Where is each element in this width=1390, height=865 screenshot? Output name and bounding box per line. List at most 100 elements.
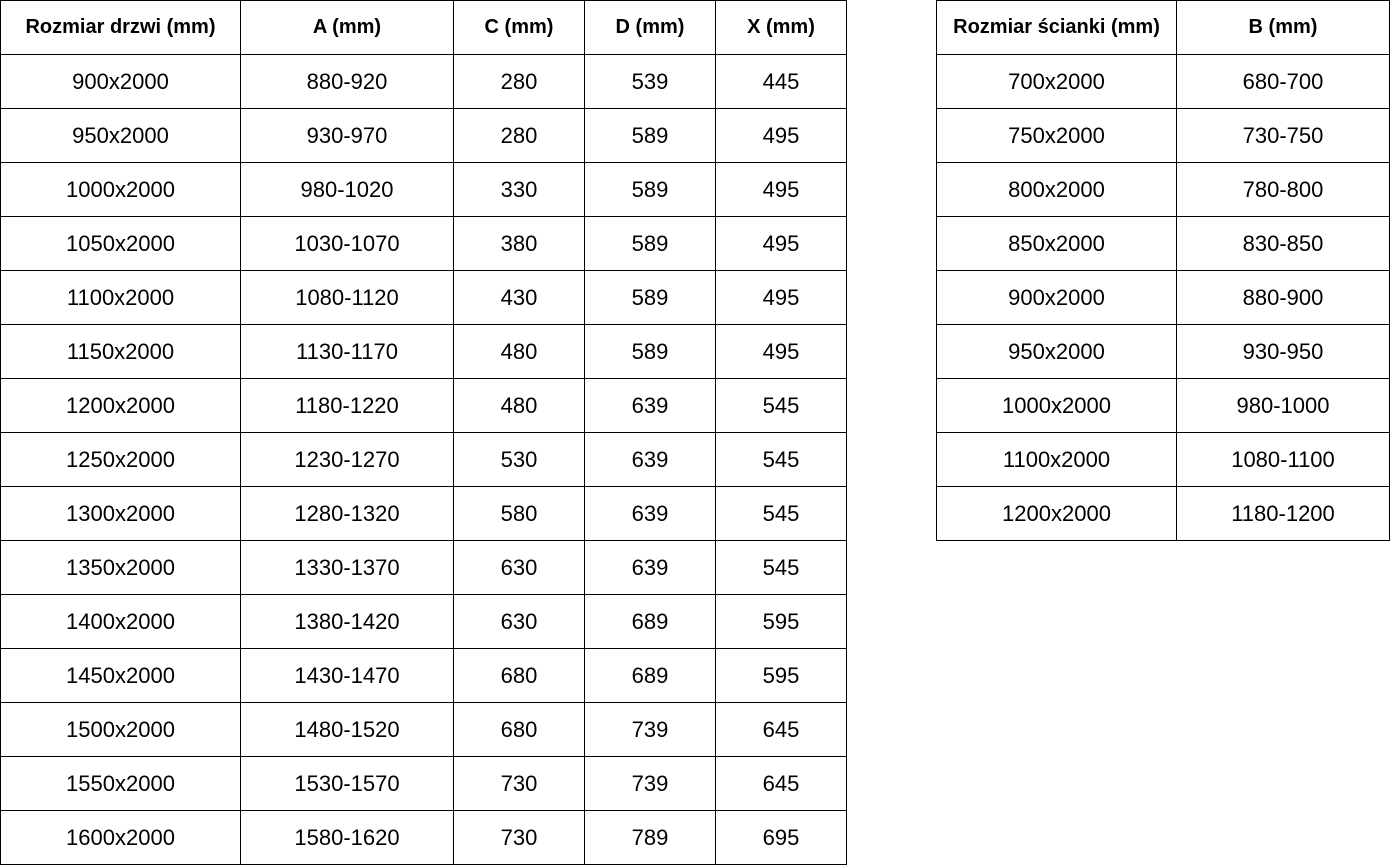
table-cell: 1380-1420	[240, 594, 454, 649]
table-cell: 950x2000	[0, 108, 241, 163]
table-cell: 680	[453, 702, 585, 757]
table-cell: 789	[584, 810, 716, 865]
table-cell: 1000x2000	[936, 378, 1177, 433]
table-cell: 680	[453, 648, 585, 703]
table-cell: 1180-1220	[240, 378, 454, 433]
table-row: 1000x2000 980-1020 330 589 495	[0, 162, 847, 217]
table-cell: 1080-1120	[240, 270, 454, 325]
column-header: Rozmiar ścianki (mm)	[936, 0, 1177, 55]
table-row: 1100x2000 1080-1100	[936, 432, 1390, 487]
table-cell: 1200x2000	[0, 378, 241, 433]
table-cell: 880-900	[1176, 270, 1390, 325]
table-cell: 1330-1370	[240, 540, 454, 595]
table-cell: 530	[453, 432, 585, 487]
table-cell: 639	[584, 378, 716, 433]
column-header: D (mm)	[584, 0, 716, 55]
header-row: Rozmiar drzwi (mm) A (mm) C (mm) D (mm) X (m…	[0, 0, 847, 55]
table-cell: 980-1020	[240, 162, 454, 217]
table-cell: 595	[715, 594, 847, 649]
table-cell: 545	[715, 486, 847, 541]
table-cell: 645	[715, 702, 847, 757]
table-cell: 730	[453, 810, 585, 865]
table-cell: 880-920	[240, 54, 454, 109]
column-header: C (mm)	[453, 0, 585, 55]
table-row: 1050x2000 1030-1070 380 589 495	[0, 216, 847, 271]
table-cell: 430	[453, 270, 585, 325]
table-cell: 1030-1070	[240, 216, 454, 271]
table-cell: 930-950	[1176, 324, 1390, 379]
table-cell: 739	[584, 756, 716, 811]
table-cell: 1280-1320	[240, 486, 454, 541]
table-cell: 589	[584, 162, 716, 217]
table-cell: 900x2000	[936, 270, 1177, 325]
table-cell: 1530-1570	[240, 756, 454, 811]
table-cell: 1100x2000	[936, 432, 1177, 487]
table-cell: 1200x2000	[936, 486, 1177, 541]
table-cell: 1230-1270	[240, 432, 454, 487]
table-cell: 495	[715, 216, 847, 271]
door-size-table: Rozmiar drzwi (mm) A (mm) C (mm) D (mm) X (m…	[0, 0, 847, 865]
table-cell: 739	[584, 702, 716, 757]
table-row: 1500x2000 1480-1520 680 739 645	[0, 702, 847, 757]
table-cell: 589	[584, 108, 716, 163]
table-cell: 800x2000	[936, 162, 1177, 217]
table-cell: 900x2000	[0, 54, 241, 109]
table-cell: 1050x2000	[0, 216, 241, 271]
table-cell: 1000x2000	[0, 162, 241, 217]
header-row: Rozmiar ścianki (mm) B (mm)	[936, 0, 1390, 55]
table-cell: 495	[715, 324, 847, 379]
table-cell: 930-970	[240, 108, 454, 163]
table-row: 1400x2000 1380-1420 630 689 595	[0, 594, 847, 649]
table-row: 850x2000 830-850	[936, 216, 1390, 271]
table-cell: 1500x2000	[0, 702, 241, 757]
table-row: 700x2000 680-700	[936, 54, 1390, 109]
table-cell: 1430-1470	[240, 648, 454, 703]
table-row: 1100x2000 1080-1120 430 589 495	[0, 270, 847, 325]
table-cell: 539	[584, 54, 716, 109]
table-cell: 545	[715, 540, 847, 595]
table-cell: 1550x2000	[0, 756, 241, 811]
table-row: 1550x2000 1530-1570 730 739 645	[0, 756, 847, 811]
table-row: 1200x2000 1180-1200	[936, 486, 1390, 541]
table-cell: 780-800	[1176, 162, 1390, 217]
table-cell: 639	[584, 486, 716, 541]
table-row: 1350x2000 1330-1370 630 639 545	[0, 540, 847, 595]
table-row: 1150x2000 1130-1170 480 589 495	[0, 324, 847, 379]
table-cell: 950x2000	[936, 324, 1177, 379]
table-cell: 545	[715, 432, 847, 487]
table-cell: 380	[453, 216, 585, 271]
table-cell: 639	[584, 540, 716, 595]
table-cell: 850x2000	[936, 216, 1177, 271]
table-row: 1450x2000 1430-1470 680 689 595	[0, 648, 847, 703]
table-cell: 730	[453, 756, 585, 811]
table-cell: 639	[584, 432, 716, 487]
table-cell: 630	[453, 540, 585, 595]
table-cell: 280	[453, 108, 585, 163]
table-row: 1300x2000 1280-1320 580 639 545	[0, 486, 847, 541]
column-header: A (mm)	[240, 0, 454, 55]
table-cell: 630	[453, 594, 585, 649]
table-cell: 495	[715, 270, 847, 325]
table-cell: 1150x2000	[0, 324, 241, 379]
table-cell: 645	[715, 756, 847, 811]
column-header: Rozmiar drzwi (mm)	[0, 0, 241, 55]
table-cell: 1080-1100	[1176, 432, 1390, 487]
table-row: 950x2000 930-950	[936, 324, 1390, 379]
table-cell: 1350x2000	[0, 540, 241, 595]
table-cell: 580	[453, 486, 585, 541]
table-cell: 1480-1520	[240, 702, 454, 757]
table-cell: 1400x2000	[0, 594, 241, 649]
table-row: 1250x2000 1230-1270 530 639 545	[0, 432, 847, 487]
table-cell: 1300x2000	[0, 486, 241, 541]
table-cell: 689	[584, 594, 716, 649]
table-row: 1600x2000 1580-1620 730 789 695	[0, 810, 847, 865]
table-cell: 480	[453, 378, 585, 433]
wall-size-table: Rozmiar ścianki (mm) B (mm) 700x2000 680-70…	[936, 0, 1390, 541]
table-row: 900x2000 880-900	[936, 270, 1390, 325]
column-header: X (mm)	[715, 0, 847, 55]
table-cell: 700x2000	[936, 54, 1177, 109]
table-cell: 495	[715, 162, 847, 217]
table-cell: 495	[715, 108, 847, 163]
table-cell: 595	[715, 648, 847, 703]
table-row: 900x2000 880-920 280 539 445	[0, 54, 847, 109]
